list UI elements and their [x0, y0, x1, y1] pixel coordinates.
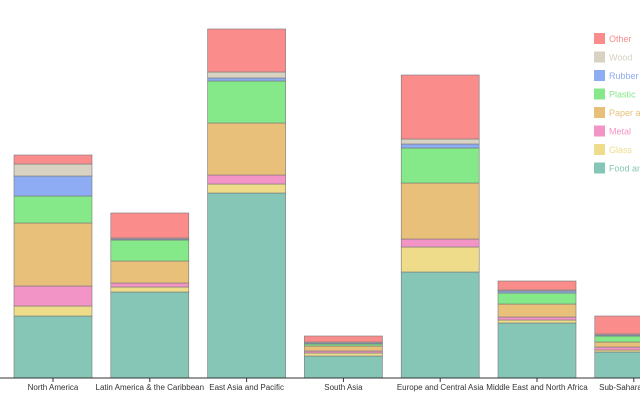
bar-segment-sub-saharan-africa-plastic[interactable]: [594, 335, 640, 343]
legend-swatch: [594, 162, 605, 174]
x-tick-label-sub-saharan-africa: Sub-Saharan Africa: [599, 383, 640, 392]
bar-segment-latin-america-the-caribbean-paper-and-cardboard[interactable]: [110, 260, 190, 284]
legend-label: Paper and cardboard: [609, 108, 640, 118]
bar-segment-east-asia-and-pacific-glass[interactable]: [207, 183, 286, 194]
x-tick-label-europe-and-central-asia: Europe and Central Asia: [397, 383, 484, 392]
legend-label: Food and green: [609, 164, 640, 174]
bar-segment-latin-america-the-caribbean-metal[interactable]: [110, 282, 190, 288]
legend[interactable]: Other Wood Rubber Plastic Paper and cardboar…: [594, 33, 640, 174]
legend-item-wood[interactable]: Wood: [594, 51, 632, 63]
x-axis-ticks: North America Latin America & the Caribbe…: [28, 378, 640, 392]
legend-item-food-and-green[interactable]: Food and green: [594, 162, 640, 174]
x-tick-label-south-asia: South Asia: [324, 383, 363, 392]
bar-segment-middle-east-and-north-africa-plastic[interactable]: [497, 292, 577, 305]
bar-segment-south-asia-paper-and-cardboard[interactable]: [304, 345, 383, 352]
x-tick-label-north-america: North America: [28, 383, 79, 392]
legend-swatch: [594, 107, 605, 118]
bar-segment-north-america-rubber[interactable]: [13, 175, 93, 197]
bar-segment-sub-saharan-africa-other[interactable]: [594, 315, 640, 335]
bar-segment-latin-america-the-caribbean-plastic[interactable]: [110, 239, 190, 262]
bar-segment-latin-america-the-caribbean-food-and-green[interactable]: [110, 291, 190, 379]
bar-segment-europe-and-central-asia-metal[interactable]: [400, 238, 480, 248]
bar-segment-europe-and-central-asia-glass[interactable]: [400, 246, 480, 273]
bar-segment-sub-saharan-africa-paper-and-cardboard[interactable]: [594, 341, 640, 348]
legend-item-rubber[interactable]: Rubber: [594, 70, 639, 81]
bar-segment-east-asia-and-pacific-other[interactable]: [207, 28, 286, 73]
bar-segment-north-america-food-and-green[interactable]: [13, 315, 93, 379]
x-tick-label-latin-america-the-caribbean: Latin America & the Caribbean: [96, 383, 205, 392]
bar-segment-south-asia-other[interactable]: [304, 335, 383, 343]
legend-label: Other: [609, 34, 632, 44]
bar-segment-east-asia-and-pacific-metal[interactable]: [207, 174, 286, 185]
bar-segment-europe-and-central-asia-wood[interactable]: [400, 138, 480, 145]
bars-layer: [13, 28, 640, 379]
bar-segment-sub-saharan-africa-metal[interactable]: [594, 346, 640, 351]
bar-segment-east-asia-and-pacific-rubber[interactable]: [207, 77, 286, 82]
bar-segment-latin-america-the-caribbean-other[interactable]: [110, 212, 190, 239]
legend-swatch: [594, 51, 605, 63]
bar-segment-europe-and-central-asia-food-and-green[interactable]: [400, 271, 480, 379]
bar-segment-latin-america-the-caribbean-glass[interactable]: [110, 286, 190, 293]
bar-segment-north-america-plastic[interactable]: [13, 195, 93, 224]
bar-segment-middle-east-and-north-africa-metal[interactable]: [497, 316, 577, 321]
legend-item-other[interactable]: Other: [594, 33, 632, 44]
legend-item-metal[interactable]: Metal: [594, 125, 631, 137]
bar-segment-south-asia-food-and-green[interactable]: [304, 355, 383, 379]
legend-label: Rubber: [609, 71, 639, 81]
x-tick-label-east-asia-and-pacific: East Asia and Pacific: [209, 383, 284, 392]
legend-label: Plastic: [609, 90, 636, 100]
bar-segment-north-america-metal[interactable]: [13, 285, 93, 307]
x-tick-label-middle-east-and-north-africa: Middle East and North Africa: [486, 383, 588, 392]
bar-segment-north-america-other[interactable]: [13, 154, 93, 165]
legend-item-paper-and-cardboard[interactable]: Paper and cardboard: [594, 107, 640, 118]
bar-segment-north-america-paper-and-cardboard[interactable]: [13, 222, 93, 287]
bar-segment-east-asia-and-pacific-food-and-green[interactable]: [207, 192, 286, 379]
bar-segment-east-asia-and-pacific-wood[interactable]: [207, 71, 286, 79]
legend-label: Wood: [609, 53, 632, 63]
bar-segment-north-america-wood[interactable]: [13, 163, 93, 177]
bar-segment-europe-and-central-asia-paper-and-cardboard[interactable]: [400, 182, 480, 240]
bar-segment-south-asia-glass[interactable]: [304, 352, 383, 357]
bar-segment-europe-and-central-asia-rubber[interactable]: [400, 143, 480, 149]
legend-label: Glass: [609, 145, 633, 155]
bar-segment-middle-east-and-north-africa-glass[interactable]: [497, 319, 577, 324]
bar-segment-middle-east-and-north-africa-food-and-green[interactable]: [497, 322, 577, 379]
bar-segment-east-asia-and-pacific-plastic[interactable]: [207, 80, 286, 124]
legend-swatch: [594, 33, 605, 44]
legend-item-plastic[interactable]: Plastic: [594, 88, 636, 100]
bar-segment-east-asia-and-pacific-paper-and-cardboard[interactable]: [207, 122, 286, 176]
bar-segment-middle-east-and-north-africa-other[interactable]: [497, 280, 577, 291]
legend-swatch: [594, 144, 605, 155]
legend-label: Metal: [609, 127, 631, 137]
bar-segment-sub-saharan-africa-food-and-green[interactable]: [594, 351, 640, 379]
legend-swatch: [594, 70, 605, 81]
bar-segment-europe-and-central-asia-plastic[interactable]: [400, 147, 480, 184]
bar-segment-europe-and-central-asia-other[interactable]: [400, 74, 480, 140]
legend-swatch: [594, 88, 605, 100]
bar-segment-north-america-glass[interactable]: [13, 305, 93, 317]
legend-swatch: [594, 125, 605, 137]
legend-item-glass[interactable]: Glass: [594, 144, 633, 155]
bar-segment-middle-east-and-north-africa-paper-and-cardboard[interactable]: [497, 303, 577, 318]
